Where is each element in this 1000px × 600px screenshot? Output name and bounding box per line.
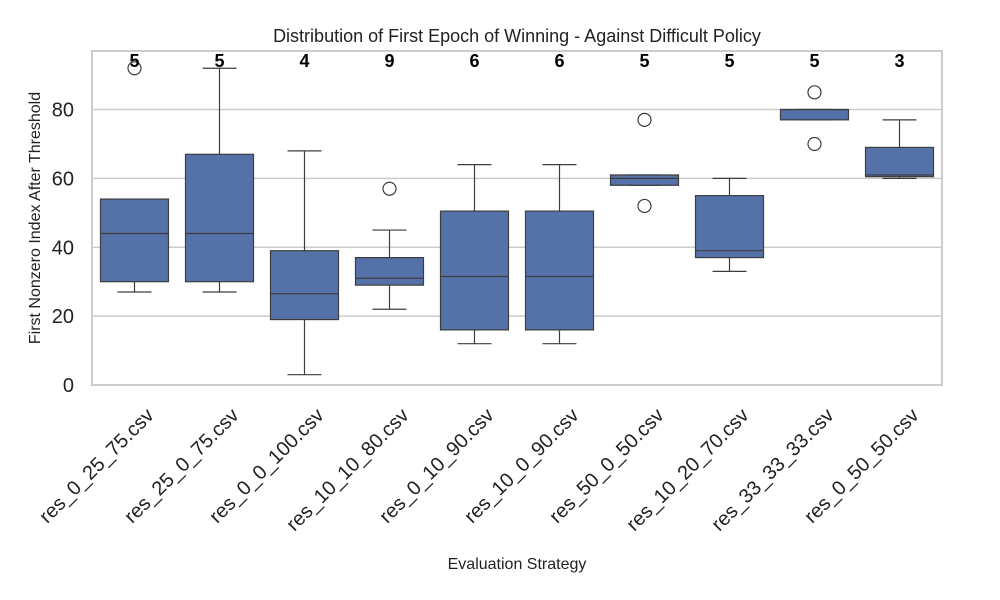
- box-group: [439, 164, 510, 345]
- count-label: 5: [214, 51, 224, 71]
- count-labels: 5 5 4 9 6 6 5 5 5 3: [129, 51, 904, 71]
- box-iqr: [609, 174, 680, 186]
- count-label: 6: [469, 51, 479, 71]
- count-label: 4: [299, 51, 309, 71]
- y-tick-label: 80: [52, 100, 74, 122]
- box-group: [99, 61, 170, 293]
- box-series: [99, 61, 935, 376]
- x-axis-ticks: res_0_25_75.csvres_25_0_75.csvres_0_0_10…: [35, 404, 923, 535]
- box-group: [609, 112, 680, 214]
- y-tick-label: 40: [52, 237, 74, 259]
- box-group: [354, 181, 425, 310]
- box-iqr: [439, 210, 510, 331]
- count-label: 5: [639, 51, 649, 71]
- count-label: 9: [384, 51, 394, 71]
- outlier-point: [807, 136, 822, 152]
- y-tick-label: 0: [63, 375, 74, 397]
- x-axis-label: Evaluation Strategy: [448, 556, 587, 573]
- box-iqr: [99, 198, 170, 283]
- y-tick-label: 60: [52, 168, 74, 190]
- outlier-point: [637, 198, 652, 214]
- count-label: 5: [129, 51, 139, 71]
- box-iqr: [864, 146, 935, 178]
- count-label: 5: [724, 51, 734, 71]
- count-label: 3: [894, 51, 904, 71]
- chart-title: Distribution of First Epoch of Winning -…: [273, 26, 761, 46]
- outlier-point: [127, 61, 142, 76]
- outlier-point: [382, 181, 397, 196]
- box-group: [524, 164, 595, 345]
- plot-frame: [91, 50, 943, 386]
- y-tick-label: 20: [52, 306, 74, 328]
- box-iqr: [694, 195, 765, 259]
- box-group: [694, 177, 765, 272]
- box-group: [269, 150, 340, 376]
- box-iqr: [269, 250, 340, 321]
- box-iqr: [354, 256, 425, 286]
- box-group: [864, 119, 935, 180]
- y-axis-ticks: 0 20 40 60 80: [52, 100, 74, 397]
- count-label: 6: [554, 51, 564, 71]
- outlier-point: [807, 85, 822, 100]
- y-axis-label: First Nonzero Index After Threshold: [27, 92, 44, 344]
- count-label: 5: [809, 51, 819, 71]
- outlier-point: [637, 112, 652, 127]
- box-group: [184, 67, 255, 293]
- box-iqr: [779, 108, 850, 121]
- box-iqr: [184, 153, 255, 283]
- box-group: [779, 85, 850, 152]
- box-iqr: [524, 210, 595, 331]
